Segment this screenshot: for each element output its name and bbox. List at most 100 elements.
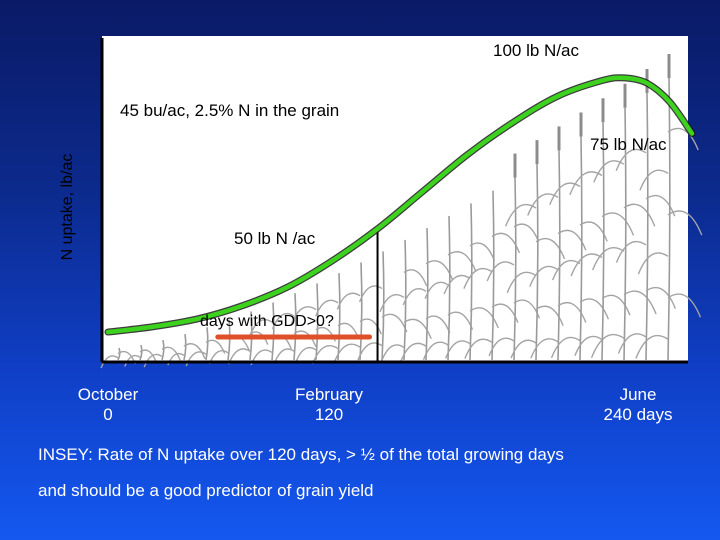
wheat-stem xyxy=(623,107,627,361)
caption-line-2: and should be a good predictor of grain … xyxy=(38,481,374,500)
wheat-stem xyxy=(117,347,121,361)
wheat-leaf xyxy=(464,338,493,359)
wheat-leaf xyxy=(357,342,383,361)
wheat-plant xyxy=(443,203,499,361)
wheat-leaf xyxy=(527,193,559,216)
wheat-leaf xyxy=(463,267,493,289)
x-tick-february: February 120 xyxy=(295,385,363,425)
wheat-leaf xyxy=(290,306,317,325)
wheat-leaf xyxy=(639,169,669,191)
wheat-leaf xyxy=(667,127,699,151)
wheat-plant xyxy=(549,112,610,361)
wheat-leaf xyxy=(400,342,427,362)
wheat-leaf xyxy=(645,286,677,309)
wheat-leaf xyxy=(443,274,471,295)
wheat-leaf xyxy=(530,338,559,359)
wheat-leaf xyxy=(143,353,163,368)
wheat-plant xyxy=(635,54,703,361)
x-tick-october-line1: October xyxy=(77,385,139,404)
wheat-plant xyxy=(569,98,635,361)
wheat-leaf xyxy=(336,292,361,310)
wheat-leaf xyxy=(333,343,361,363)
wheat-plant xyxy=(590,83,657,361)
wheat-leaf xyxy=(381,344,405,362)
wheat-leaf xyxy=(293,330,317,348)
wheat-leaf xyxy=(425,315,451,334)
wheat-leaf xyxy=(635,334,669,359)
wheat-stem xyxy=(535,164,539,361)
wheat-plant xyxy=(271,293,317,364)
wheat-leaf xyxy=(124,354,141,367)
wheat-stem xyxy=(645,92,649,361)
wheat-stem xyxy=(667,77,671,361)
wheat-leaf xyxy=(601,294,631,316)
wheat-leaf xyxy=(569,171,603,196)
x-tick-february-line2: 120 xyxy=(314,405,344,424)
wheat-stem xyxy=(579,136,583,361)
wheat-stem xyxy=(315,283,319,361)
x-tick-june: June 240 days xyxy=(604,385,673,425)
annotation-50-lb: 50 lb N /ac xyxy=(234,229,316,248)
wheat-stem xyxy=(337,273,341,361)
wheat-leaf xyxy=(552,259,581,281)
wheat-stem xyxy=(359,262,363,361)
wheat-leaf xyxy=(444,340,471,359)
caption-line-1: INSEY: Rate of N uptake over 120 days, >… xyxy=(38,445,564,464)
wheat-leaf xyxy=(557,229,587,251)
wheat-leaf xyxy=(591,247,625,271)
x-tick-february-line1: February xyxy=(294,385,364,404)
wheat-leaf xyxy=(183,343,206,359)
wheat-leaf xyxy=(249,319,273,336)
wheat-leaf xyxy=(579,221,608,242)
wheat-leaf xyxy=(161,346,181,361)
wheat-leaf xyxy=(402,288,427,306)
wheat-leaf xyxy=(667,293,702,318)
wheat-plant xyxy=(422,215,477,361)
chart-panel xyxy=(102,36,688,362)
wheat-leaf xyxy=(574,335,603,357)
wheat-plant xyxy=(527,126,587,361)
wheat-leaf xyxy=(486,261,515,282)
x-tick-october-line2: 0 xyxy=(103,405,113,424)
wheat-stem xyxy=(271,302,275,361)
wheat-leaf xyxy=(469,307,499,329)
wheat-leaf xyxy=(623,290,657,315)
wheat-stem xyxy=(183,334,187,361)
series-line-0 xyxy=(105,75,695,335)
wheat-leaf xyxy=(579,298,610,320)
series-layer xyxy=(104,74,696,362)
wheat-plant xyxy=(486,153,541,361)
wheat-leaf xyxy=(510,339,537,359)
wheat-stem xyxy=(557,150,561,361)
x-tick-october: October 0 xyxy=(78,385,138,425)
wheat-plant xyxy=(615,68,677,361)
wheat-leaf xyxy=(447,251,477,272)
x-tick-june-line2: 240 days xyxy=(603,405,673,424)
wheat-stem xyxy=(205,327,209,361)
wheat-leaf xyxy=(570,253,603,277)
wheat-leaf xyxy=(271,312,295,330)
wheat-stem xyxy=(601,122,605,361)
wheat-leaf xyxy=(506,271,537,294)
wheat-leaf xyxy=(295,346,317,363)
wheat-plant xyxy=(124,344,157,367)
wheat-leaf xyxy=(535,237,566,260)
wheat-leaf xyxy=(637,252,669,275)
wheat-stem xyxy=(447,215,451,361)
wheat-stem xyxy=(139,344,143,361)
wheat-leaf xyxy=(593,160,625,183)
x-tick-june-line1: June xyxy=(619,385,657,404)
annotation-grain: 45 bu/ac, 2.5% N in the grain xyxy=(120,101,340,120)
annotation-100-lb: 100 lb N/ac xyxy=(493,41,579,60)
wheat-leaf xyxy=(529,265,559,287)
wheat-leaf xyxy=(315,299,339,317)
annotation-75-lb: 75 lb N/ac xyxy=(590,135,667,154)
y-axis-label: N uptake, lb/ac xyxy=(59,153,76,261)
wheat-leaf xyxy=(311,345,339,365)
wheat-leaf xyxy=(100,355,119,369)
wheat-leaf xyxy=(425,260,454,280)
wheat-stem xyxy=(293,293,297,361)
wheat-leaf xyxy=(422,341,449,360)
